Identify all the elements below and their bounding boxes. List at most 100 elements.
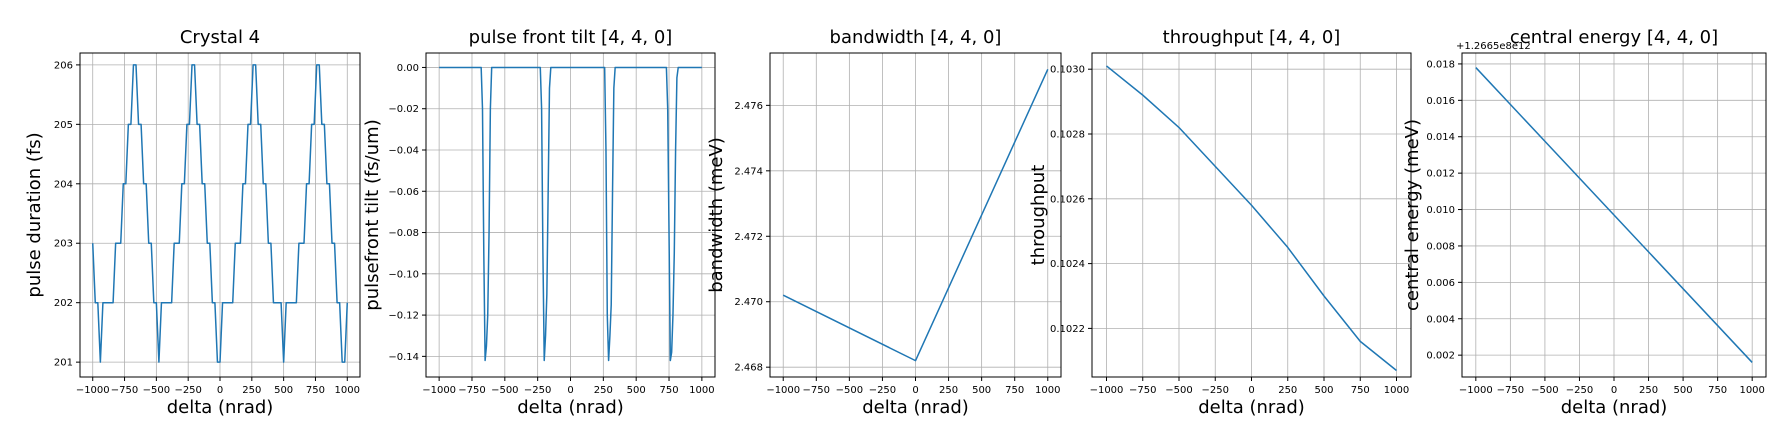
y-tick-label: 0.1028 <box>1050 130 1085 141</box>
x-tick-label: −750 <box>1129 385 1156 396</box>
x-tick-label: 1000 <box>689 385 714 396</box>
data-line <box>782 69 1049 362</box>
x-tick-label: 1000 <box>1384 385 1409 396</box>
y-tick-label: 2.474 <box>734 166 763 177</box>
plot-frame <box>1461 52 1767 378</box>
data-line <box>1106 65 1397 372</box>
chart-panel-4: −1000 −750 −500 −250 0 250 500 750 1000 0.1022 0.1… <box>1028 27 1412 418</box>
x-tick-label: 500 <box>972 385 991 396</box>
y-tick-label: 0.1026 <box>1050 194 1085 205</box>
y-tick-label: 0.006 <box>1426 278 1455 289</box>
x-tick-label: 500 <box>1674 385 1693 396</box>
x-tick-label: 1000 <box>1035 385 1060 396</box>
y-tick-label: −0.02 <box>388 104 419 115</box>
x-tick-label: 750 <box>659 385 678 396</box>
x-tick-label: 500 <box>274 385 293 396</box>
y-axis-label: bandwidth (meV) <box>706 137 727 293</box>
y-tick-label: −0.14 <box>388 352 419 363</box>
y-tick-label: 0.008 <box>1426 241 1455 252</box>
y-tick-label: 0.1024 <box>1050 259 1085 270</box>
x-tick-label: 750 <box>1351 385 1370 396</box>
y-tick-label: 0.010 <box>1426 205 1455 216</box>
y-tick-label: 0.1022 <box>1050 324 1085 335</box>
data-line <box>439 66 702 362</box>
x-axis-label: delta (nrad) <box>1198 397 1305 418</box>
x-tick-label: 750 <box>1708 385 1727 396</box>
y-axis-label: pulse duration (fs) <box>24 132 45 297</box>
x-tick-label: 1000 <box>1739 385 1764 396</box>
x-tick-label: −500 <box>491 385 518 396</box>
x-tick-label: −750 <box>803 385 830 396</box>
y-tick-label: 203 <box>54 239 73 250</box>
y-tick-label: 204 <box>54 179 73 190</box>
data-line <box>91 64 349 363</box>
y-tick-label: 2.468 <box>734 363 763 374</box>
x-tick-label: −500 <box>1531 385 1558 396</box>
chart-title: bandwidth [4, 4, 0] <box>830 27 1002 48</box>
x-tick-label: 0 <box>217 385 223 396</box>
y-tick-label: 2.470 <box>734 297 763 308</box>
x-tick-label: 1000 <box>335 385 360 396</box>
plot-frame <box>769 52 1062 378</box>
x-tick-label: −250 <box>1566 385 1593 396</box>
plot-frame <box>79 52 361 378</box>
y-tick-label: 0.018 <box>1426 59 1455 70</box>
x-tick-label: 750 <box>306 385 325 396</box>
x-axis-label: delta (nrad) <box>1561 397 1668 418</box>
x-tick-label: −250 <box>524 385 551 396</box>
x-tick-label: 500 <box>1314 385 1333 396</box>
chart-title: Crystal 4 <box>180 27 260 48</box>
y-tick-label: −0.04 <box>388 145 419 156</box>
y-axis-label: central energy (meV) <box>1402 119 1423 311</box>
y-tick-label: −0.08 <box>388 228 419 239</box>
y-tick-label: −0.10 <box>388 269 419 280</box>
y-axis-label: throughput <box>1028 165 1049 266</box>
y-tick-label: 0.1030 <box>1050 65 1085 76</box>
x-tick-label: −500 <box>143 385 170 396</box>
x-tick-label: 250 <box>594 385 613 396</box>
chart-panel-2: −1000 −750 −500 −250 0 250 500 750 1000 0.00 −0.02… <box>362 27 716 418</box>
x-tick-label: −1000 <box>1090 385 1124 396</box>
x-tick-label: −1000 <box>422 385 456 396</box>
x-tick-label: 0 <box>912 385 918 396</box>
y-tick-label: 0.012 <box>1426 169 1455 180</box>
y-tick-label: 0.004 <box>1426 314 1455 325</box>
plot-frame <box>425 52 716 378</box>
x-tick-label: 0 <box>567 385 573 396</box>
y-tick-label: 0.016 <box>1426 96 1455 107</box>
y-tick-label: 2.472 <box>734 232 763 243</box>
y-tick-label: 202 <box>54 298 73 309</box>
chart-panel-3: −1000 −750 −500 −250 0 250 500 750 1000 2.468 2.47… <box>706 27 1062 418</box>
x-tick-label: −500 <box>836 385 863 396</box>
x-tick-label: 0 <box>1611 385 1617 396</box>
chart-title: throughput [4, 4, 0] <box>1163 27 1341 48</box>
chart-panel-5: −1000 −750 −500 −250 0 250 500 750 1000 0.002 0.00… <box>1402 27 1767 418</box>
x-tick-label: −750 <box>111 385 138 396</box>
x-tick-label: −750 <box>1497 385 1524 396</box>
x-tick-label: 250 <box>1278 385 1297 396</box>
y-tick-label: 0.00 <box>397 63 419 74</box>
y-tick-label: 205 <box>54 120 73 131</box>
x-tick-label: −250 <box>174 385 201 396</box>
x-tick-label: −1000 <box>76 385 110 396</box>
x-axis-label: delta (nrad) <box>167 397 274 418</box>
y-axis-label: pulsefront tilt (fs/um) <box>362 119 383 310</box>
x-axis-label: delta (nrad) <box>862 397 969 418</box>
x-tick-label: −1000 <box>766 385 800 396</box>
y-tick-label: −0.06 <box>388 187 419 198</box>
chart-title: central energy [4, 4, 0] <box>1510 27 1718 48</box>
y-tick-label: 0.014 <box>1426 132 1455 143</box>
chart-panel-1: −1000 −750 −500 −250 0 250 500 750 1000 201 202 203… <box>24 27 361 418</box>
x-axis-label: delta (nrad) <box>517 397 624 418</box>
x-tick-label: 250 <box>1639 385 1658 396</box>
chart-title: pulse front tilt [4, 4, 0] <box>469 27 673 48</box>
x-tick-label: 250 <box>939 385 958 396</box>
y-tick-label: 2.476 <box>734 101 763 112</box>
x-tick-label: −500 <box>1165 385 1192 396</box>
x-tick-label: 250 <box>242 385 261 396</box>
plot-frame <box>1091 52 1412 378</box>
x-tick-label: −750 <box>458 385 485 396</box>
x-tick-label: −250 <box>869 385 896 396</box>
y-tick-label: 0.002 <box>1426 351 1455 362</box>
